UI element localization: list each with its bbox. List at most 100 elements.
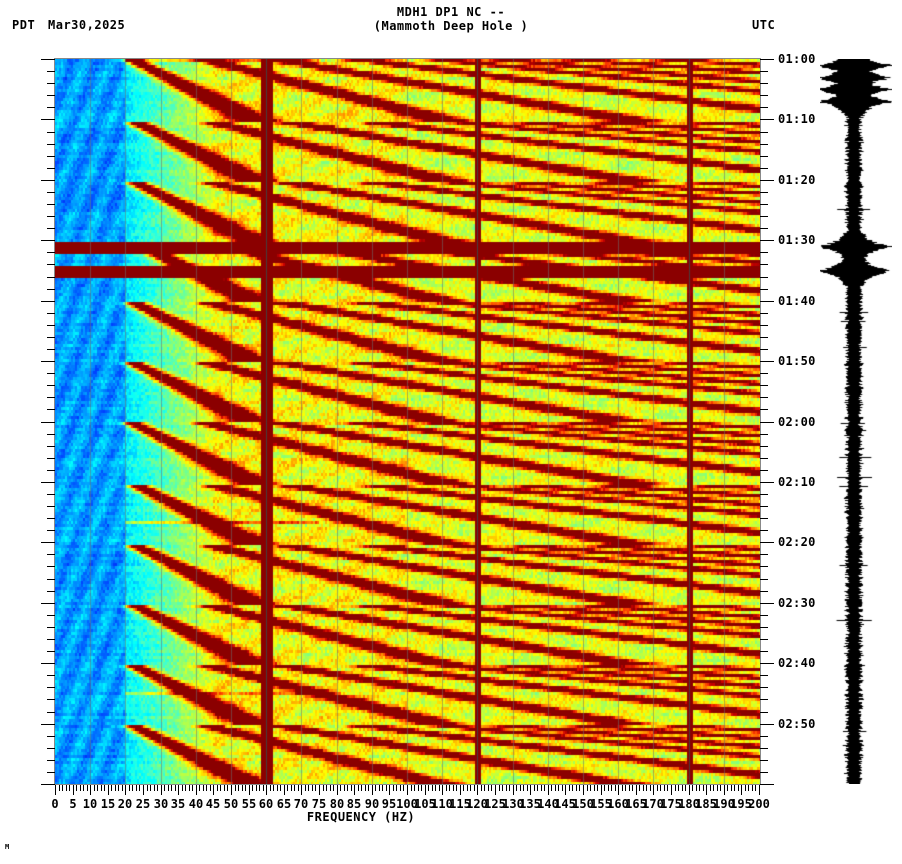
time-tick-minor <box>47 144 55 145</box>
freq-tick-minor <box>252 785 253 791</box>
freq-label: 80 <box>329 797 345 811</box>
time-axis-utc: 01:00 01:10 01:20 01:30 01:40 01:50 02:00 02:10… <box>760 52 820 785</box>
freq-tick-major <box>90 785 91 795</box>
time-tick-minor <box>47 83 55 84</box>
time-tick-minor <box>760 337 768 338</box>
time-tick-minor <box>47 325 55 326</box>
time-tick-minor <box>47 107 55 108</box>
freq-label: 0 <box>51 797 59 811</box>
freq-label: 75 <box>311 797 327 811</box>
freq-label: 105 <box>414 797 436 811</box>
time-tick-major <box>760 542 774 543</box>
freq-tick-major <box>337 785 338 795</box>
freq-tick-major <box>319 785 320 795</box>
time-tick-minor <box>760 409 768 410</box>
freq-tick-minor <box>745 785 746 791</box>
freq-tick-minor <box>488 785 489 791</box>
freq-tick-minor <box>315 785 316 791</box>
freq-tick-minor <box>175 785 176 791</box>
time-tick-minor <box>47 337 55 338</box>
time-tick-minor <box>47 675 55 676</box>
freq-tick-minor <box>203 785 204 791</box>
freq-tick-minor <box>192 785 193 791</box>
time-tick-minor <box>47 615 55 616</box>
freq-tick-minor <box>544 785 545 791</box>
freq-label: 100 <box>396 797 418 811</box>
time-tick-major <box>41 361 55 362</box>
freq-tick-minor <box>597 785 598 791</box>
time-tick-major <box>41 59 55 60</box>
time-tick-minor <box>760 458 768 459</box>
freq-tick-minor <box>147 785 148 791</box>
time-tick-minor <box>760 675 768 676</box>
freq-tick-minor <box>551 785 552 791</box>
time-tick-major <box>41 422 55 423</box>
freq-tick-minor <box>396 785 397 791</box>
freq-tick-minor <box>463 785 464 791</box>
time-tick-minor <box>47 385 55 386</box>
time-tick-minor <box>47 591 55 592</box>
freq-tick-minor <box>506 785 507 791</box>
freq-label: 70 <box>293 797 309 811</box>
freq-tick-minor <box>400 785 401 791</box>
freq-tick-minor <box>646 785 647 791</box>
freq-tick-minor <box>502 785 503 791</box>
freq-tick-minor <box>76 785 77 791</box>
header-timezone-right: UTC <box>752 18 776 32</box>
time-tick-minor <box>760 434 768 435</box>
freq-label: 120 <box>466 797 488 811</box>
time-tick-minor <box>47 579 55 580</box>
freq-tick-minor <box>326 785 327 791</box>
time-tick-major <box>760 663 774 664</box>
freq-tick-major <box>741 785 742 795</box>
freq-tick-major <box>249 785 250 795</box>
freq-tick-minor <box>168 785 169 791</box>
freq-tick-minor <box>386 785 387 791</box>
freq-tick-minor <box>664 785 665 791</box>
freq-tick-minor <box>97 785 98 791</box>
time-tick-minor <box>760 397 768 398</box>
freq-tick-major <box>213 785 214 795</box>
freq-tick-minor <box>428 785 429 791</box>
spectrogram-plot[interactable] <box>55 59 760 784</box>
time-tick-minor <box>47 95 55 96</box>
time-tick-minor <box>760 651 768 652</box>
time-tick-minor <box>760 264 768 265</box>
freq-tick-minor <box>435 785 436 791</box>
freq-tick-minor <box>470 785 471 791</box>
time-tick-minor <box>760 71 768 72</box>
freq-tick-minor <box>418 785 419 791</box>
freq-tick-minor <box>298 785 299 791</box>
time-tick-minor <box>47 736 55 737</box>
freq-tick-major <box>301 785 302 795</box>
time-tick-minor <box>47 760 55 761</box>
freq-tick-minor <box>685 785 686 791</box>
time-tick-major <box>760 361 774 362</box>
freq-tick-minor <box>256 785 257 791</box>
freq-tick-minor <box>136 785 137 791</box>
freq-label: 65 <box>276 797 292 811</box>
time-tick-major <box>760 119 774 120</box>
time-tick-major <box>41 603 55 604</box>
time-tick-minor <box>47 687 55 688</box>
freq-tick-minor <box>368 785 369 791</box>
page-subtitle: (Mammoth Deep Hole ) <box>373 19 529 33</box>
freq-label: 155 <box>590 797 612 811</box>
freq-tick-major <box>143 785 144 795</box>
freq-tick-major <box>231 785 232 795</box>
frequency-axis-title-text: FREQUENCY (HZ) <box>306 810 416 824</box>
freq-tick-minor <box>227 785 228 791</box>
freq-tick-minor <box>104 785 105 791</box>
time-tick-minor <box>760 192 768 193</box>
freq-tick-minor <box>411 785 412 791</box>
freq-tick-minor <box>115 785 116 791</box>
time-tick-minor <box>760 313 768 314</box>
time-label-utc: 02:10 <box>778 475 816 489</box>
time-tick-minor <box>47 748 55 749</box>
freq-tick-minor <box>340 785 341 791</box>
freq-tick-minor <box>330 785 331 791</box>
time-label-utc: 02:30 <box>778 596 816 610</box>
time-tick-major <box>760 240 774 241</box>
freq-tick-minor <box>199 785 200 791</box>
freq-tick-minor <box>555 785 556 791</box>
